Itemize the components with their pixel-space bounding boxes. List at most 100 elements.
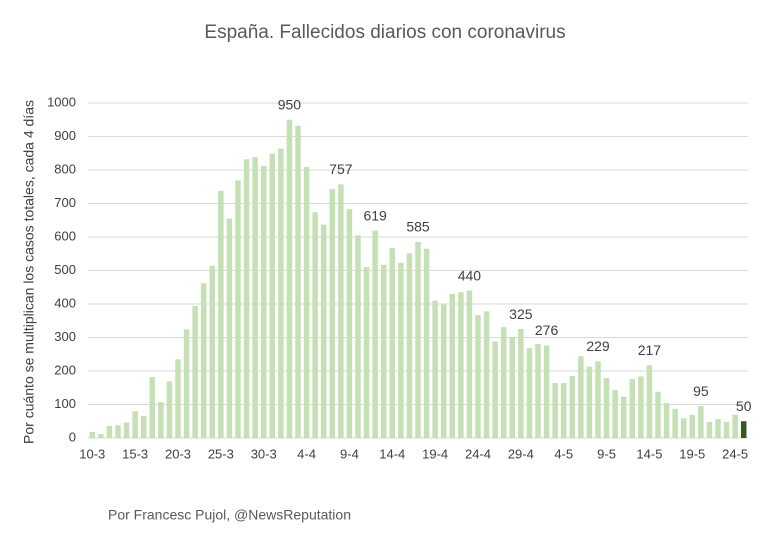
bar xyxy=(372,230,378,438)
bar xyxy=(269,153,276,438)
bar xyxy=(723,421,730,438)
bar xyxy=(569,376,576,438)
bar xyxy=(672,408,678,438)
bar xyxy=(243,159,250,438)
x-tick-label: 29-4 xyxy=(508,446,534,461)
bar xyxy=(89,431,96,438)
bar xyxy=(380,264,387,438)
bar xyxy=(406,253,413,438)
bar xyxy=(320,224,327,438)
bar xyxy=(655,391,661,438)
x-tick-label: 19-5 xyxy=(679,446,705,461)
y-tick-label: 1000 xyxy=(47,94,76,109)
data-label: 229 xyxy=(586,338,610,354)
bar xyxy=(132,411,138,438)
bar xyxy=(398,262,404,438)
bar xyxy=(149,377,156,438)
bar xyxy=(312,212,318,438)
bar xyxy=(509,337,516,438)
x-tick-label: 30-3 xyxy=(251,446,277,461)
bar xyxy=(663,403,670,438)
y-tick-label: 600 xyxy=(54,228,76,243)
bar xyxy=(166,381,173,438)
x-tick-label: 24-5 xyxy=(722,446,748,461)
data-label: 325 xyxy=(509,306,533,322)
x-tick-label: 25-3 xyxy=(208,446,234,461)
bar xyxy=(740,421,747,438)
data-label: 276 xyxy=(535,322,559,338)
bar xyxy=(552,383,558,438)
data-label: 950 xyxy=(278,96,302,112)
x-tick-label: 9-4 xyxy=(340,446,359,461)
bar xyxy=(680,418,687,438)
x-tick-label: 14-5 xyxy=(636,446,662,461)
data-label: 619 xyxy=(363,207,387,223)
bar xyxy=(518,329,524,438)
bar xyxy=(689,414,696,438)
bar xyxy=(646,365,653,438)
y-tick-label: 700 xyxy=(54,195,76,210)
bar xyxy=(586,366,593,438)
bar xyxy=(98,433,104,438)
bar xyxy=(329,189,336,438)
bar xyxy=(260,165,267,439)
data-label: 757 xyxy=(329,161,353,177)
data-label: 95 xyxy=(693,383,709,399)
bar xyxy=(578,356,584,438)
bar xyxy=(526,348,533,438)
bar xyxy=(560,383,567,438)
bar xyxy=(440,304,447,438)
y-tick-label: 300 xyxy=(54,329,76,344)
data-label: 585 xyxy=(406,219,430,235)
bar xyxy=(346,209,353,438)
bar xyxy=(595,361,601,438)
bar xyxy=(612,390,618,438)
x-tick-label: 10-3 xyxy=(79,446,105,461)
bar xyxy=(175,359,181,438)
data-label: 440 xyxy=(458,267,482,283)
bar xyxy=(226,218,233,438)
x-tick-label: 4-5 xyxy=(554,446,573,461)
y-tick-label: 900 xyxy=(54,128,76,143)
data-label: 50 xyxy=(736,398,752,414)
bar xyxy=(492,341,498,438)
x-tick-label: 19-4 xyxy=(422,446,448,461)
x-tick-label: 20-3 xyxy=(165,446,191,461)
bar xyxy=(123,422,130,438)
bar xyxy=(415,242,421,438)
y-tick-label: 0 xyxy=(69,429,76,444)
bar xyxy=(106,425,113,438)
bar xyxy=(483,311,490,438)
y-tick-label: 800 xyxy=(54,161,76,176)
bar xyxy=(209,265,216,438)
source-note: Por Francesc Pujol, @NewsReputation xyxy=(108,507,351,523)
bar xyxy=(500,327,507,438)
bar xyxy=(638,376,644,438)
bar xyxy=(620,396,627,438)
bar xyxy=(140,415,147,438)
x-tick-label: 4-4 xyxy=(297,446,316,461)
x-tick-label: 9-5 xyxy=(597,446,616,461)
bar xyxy=(706,421,713,438)
y-tick-label: 200 xyxy=(54,362,76,377)
bar xyxy=(252,157,258,438)
bar xyxy=(192,306,198,438)
bar xyxy=(278,148,284,438)
bar xyxy=(363,267,370,438)
bar xyxy=(303,166,310,439)
bar xyxy=(355,235,361,438)
y-axis-label: Por cuánto se multiplican los casos tota… xyxy=(21,100,37,444)
chart-title: España. Fallecidos diarios con coronavir… xyxy=(204,22,565,43)
bar xyxy=(389,248,396,438)
x-tick-label: 24-4 xyxy=(465,446,491,461)
bar xyxy=(200,283,207,438)
y-tick-label: 100 xyxy=(54,396,76,411)
bar xyxy=(458,292,464,438)
bar xyxy=(432,300,438,438)
x-tick-label: 15-3 xyxy=(122,446,148,461)
bar xyxy=(629,379,636,438)
bar xyxy=(423,248,430,438)
bar xyxy=(115,425,121,438)
bar xyxy=(715,419,721,438)
